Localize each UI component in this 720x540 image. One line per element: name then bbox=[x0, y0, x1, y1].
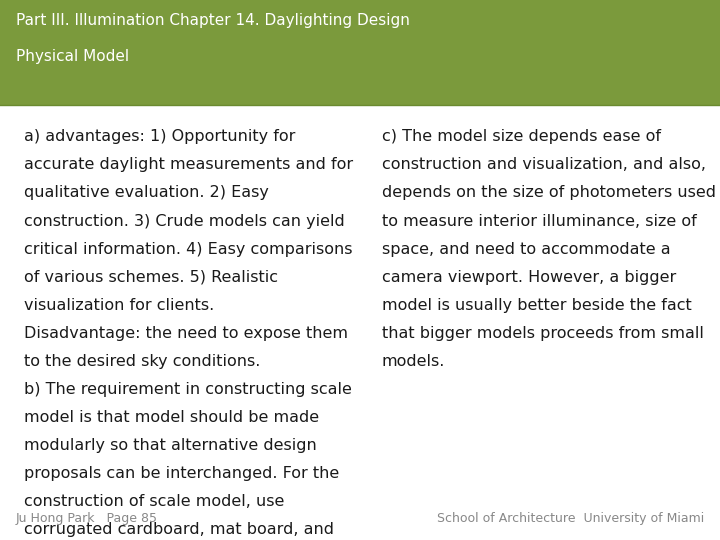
Text: a) advantages: 1) Opportunity for: a) advantages: 1) Opportunity for bbox=[24, 129, 295, 144]
Text: qualitative evaluation. 2) Easy: qualitative evaluation. 2) Easy bbox=[24, 185, 269, 200]
Text: construction and visualization, and also,: construction and visualization, and also… bbox=[382, 157, 706, 172]
Text: that bigger models proceeds from small: that bigger models proceeds from small bbox=[382, 326, 703, 341]
Text: to measure interior illuminance, size of: to measure interior illuminance, size of bbox=[382, 213, 696, 228]
Text: model is that model should be made: model is that model should be made bbox=[24, 410, 319, 425]
Text: Disadvantage: the need to expose them: Disadvantage: the need to expose them bbox=[24, 326, 348, 341]
Text: space, and need to accommodate a: space, and need to accommodate a bbox=[382, 241, 670, 256]
Text: construction. 3) Crude models can yield: construction. 3) Crude models can yield bbox=[24, 213, 344, 228]
Text: of various schemes. 5) Realistic: of various schemes. 5) Realistic bbox=[24, 269, 278, 285]
Text: c) The model size depends ease of: c) The model size depends ease of bbox=[382, 129, 661, 144]
Text: Ju Hong Park   Page 85: Ju Hong Park Page 85 bbox=[16, 512, 158, 525]
Text: camera viewport. However, a bigger: camera viewport. However, a bigger bbox=[382, 269, 676, 285]
Text: visualization for clients.: visualization for clients. bbox=[24, 298, 214, 313]
Text: School of Architecture  University of Miami: School of Architecture University of Mia… bbox=[437, 512, 704, 525]
Text: model is usually better beside the fact: model is usually better beside the fact bbox=[382, 298, 691, 313]
Text: b) The requirement in constructing scale: b) The requirement in constructing scale bbox=[24, 382, 351, 397]
Text: construction of scale model, use: construction of scale model, use bbox=[24, 494, 284, 509]
Text: modularly so that alternative design: modularly so that alternative design bbox=[24, 438, 317, 453]
Text: accurate daylight measurements and for: accurate daylight measurements and for bbox=[24, 157, 353, 172]
Text: corrugated cardboard, mat board, and: corrugated cardboard, mat board, and bbox=[24, 522, 334, 537]
Text: proposals can be interchanged. For the: proposals can be interchanged. For the bbox=[24, 466, 339, 481]
Text: to the desired sky conditions.: to the desired sky conditions. bbox=[24, 354, 260, 369]
Bar bbox=[0, 0, 720, 105]
Text: Physical Model: Physical Model bbox=[16, 49, 129, 64]
Text: depends on the size of photometers used: depends on the size of photometers used bbox=[382, 185, 716, 200]
Text: critical information. 4) Easy comparisons: critical information. 4) Easy comparison… bbox=[24, 241, 352, 256]
Text: models.: models. bbox=[382, 354, 445, 369]
Text: Part III. Illumination Chapter 14. Daylighting Design: Part III. Illumination Chapter 14. Dayli… bbox=[16, 14, 410, 29]
